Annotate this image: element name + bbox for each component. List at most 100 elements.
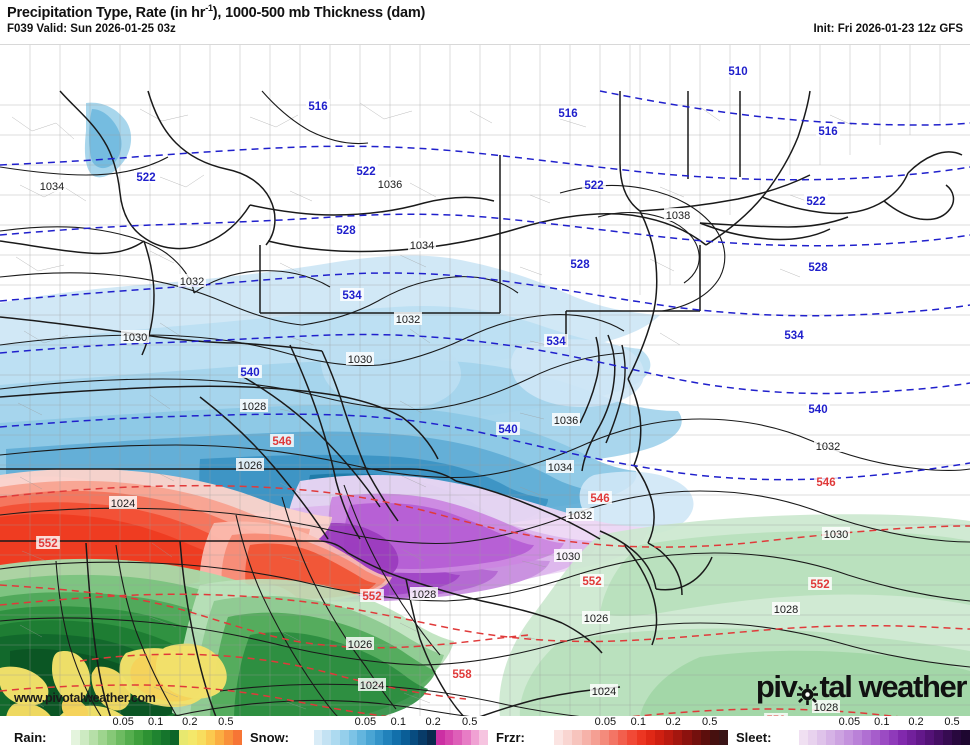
- contour-label-halo: [812, 700, 840, 713]
- legend-group-snow[interactable]: Snow: 0.05 0.1 0.2 0.5: [250, 716, 489, 750]
- legend-swatch: [206, 730, 215, 745]
- legend-swatch: [400, 730, 410, 745]
- legend-swatch: [374, 730, 384, 745]
- legend-swatch: [599, 730, 610, 745]
- watermark-logo: piv: [756, 669, 967, 705]
- contour-label-halo: [582, 611, 610, 624]
- legend-tick: 0.1: [874, 716, 890, 728]
- legend-swatch: [134, 730, 143, 745]
- legend-swatch: [435, 730, 445, 745]
- title-tail: ), 1000-500 mb Thickness (dam): [212, 4, 426, 21]
- contour-label-halo: [340, 288, 364, 301]
- legend-swatch: [188, 730, 197, 745]
- contour-label: 534: [784, 330, 804, 342]
- legend-tick: 0.2: [425, 716, 441, 728]
- legend-ticks-rain: 0.05 0.1 0.2 0.5: [62, 716, 242, 730]
- legend-swatch: [71, 730, 80, 745]
- contour-label: 510: [728, 66, 747, 78]
- map-canvas[interactable]: 510 516 516 516 522 522 522 522 528 528 528 534 534 5…: [0, 44, 970, 717]
- legend-swatch: [590, 730, 600, 745]
- title-main: Precipitation Type, Rate (in hr: [7, 4, 206, 21]
- legend-swatch: [461, 730, 471, 745]
- legend-swatch: [545, 730, 555, 745]
- legend-swatch: [790, 730, 799, 745]
- legend-tick: 0.2: [908, 716, 924, 728]
- legend-swatch: [339, 730, 349, 745]
- contour-label: 534: [546, 336, 566, 348]
- legend-label-frzr: Frzr:: [496, 730, 525, 745]
- contour-label-halo: [354, 164, 378, 177]
- county-lines: [0, 45, 970, 717]
- legend-swatch: [116, 730, 125, 745]
- legend-tick: 0.1: [390, 716, 406, 728]
- legend-group-frzr[interactable]: Frzr: 0.05 0.1 0.2 0.5: [496, 716, 729, 750]
- legend-swatch: [444, 730, 454, 745]
- legend-swatch: [654, 730, 665, 745]
- legend-colorbar-frzr[interactable]: [545, 730, 729, 745]
- contour-label-halo: [822, 527, 850, 540]
- contour-label: 1032: [568, 510, 592, 522]
- legend-group-rain[interactable]: Rain: 0.05 0.1 0.2 0.5: [14, 716, 242, 750]
- contour-label: 1024: [360, 680, 384, 692]
- map-header: Precipitation Type, Rate (in hr-1), 1000…: [0, 0, 970, 44]
- legend-bar: Rain: 0.05 0.1 0.2 0.5 Snow: 0.05 0.1 0.…: [0, 716, 970, 750]
- legend-swatch: [383, 730, 393, 745]
- legend-colorbar-rain[interactable]: [62, 730, 242, 745]
- contour-label: 528: [570, 259, 590, 271]
- legend-swatch: [418, 730, 428, 745]
- contour-label-halo: [566, 508, 594, 521]
- contour-label: 1034: [410, 240, 434, 252]
- legend-swatch: [366, 730, 375, 745]
- contour-label-halo: [580, 574, 604, 587]
- legend-group-sleet[interactable]: Sleet: 0.05 0.1 0.2 0.5: [736, 716, 970, 750]
- contour-label: 552: [810, 579, 829, 591]
- contour-label-halo: [358, 678, 386, 691]
- contour-label: 1032: [816, 441, 840, 453]
- legend-ticks-frzr: 0.05 0.1 0.2 0.5: [545, 716, 728, 730]
- thickness-contours-warm: [0, 484, 970, 717]
- legend-colorbar-snow[interactable]: [305, 730, 489, 745]
- contour-label: 1026: [238, 460, 262, 472]
- watermark-url: www.pivotalweather.com: [14, 691, 156, 705]
- legend-swatch: [844, 730, 853, 745]
- contour-label: 1038: [666, 210, 690, 222]
- legend-tick: 0.5: [218, 716, 234, 728]
- contour-label: 552: [582, 576, 601, 588]
- mslp-contours: [0, 90, 970, 717]
- legend-swatch: [427, 730, 436, 745]
- legend-swatch: [305, 730, 314, 745]
- legend-swatch: [898, 730, 907, 745]
- contour-label-halo: [808, 577, 832, 590]
- contour-label: 1034: [548, 462, 572, 474]
- legend-swatch: [700, 730, 710, 745]
- legend-swatch: [817, 730, 826, 745]
- contour-label: 540: [498, 424, 517, 436]
- legend-colorbar-sleet[interactable]: [790, 730, 970, 745]
- contour-label-halo: [814, 475, 838, 488]
- legend-swatch: [331, 730, 340, 745]
- legend-swatch: [943, 730, 952, 745]
- contour-label-halo: [772, 602, 800, 615]
- contour-label: 546: [590, 493, 609, 505]
- legend-swatch: [691, 730, 701, 745]
- contour-label-halo: [306, 99, 330, 112]
- contour-label: 1028: [412, 589, 436, 601]
- contour-label: 528: [336, 225, 356, 237]
- contour-label-halo: [804, 194, 828, 207]
- legend-swatch: [664, 730, 674, 745]
- legend-swatch: [934, 730, 943, 745]
- contour-label-halo: [764, 713, 788, 717]
- contour-label: 516: [308, 101, 327, 113]
- contour-label-halo: [726, 64, 750, 77]
- precip-shading-layer: [0, 102, 970, 717]
- legend-label-sleet: Sleet:: [736, 730, 772, 745]
- legend-swatch: [916, 730, 925, 745]
- contour-label-halo: [664, 208, 692, 221]
- contour-label-halo: [806, 260, 830, 273]
- contour-label: 1036: [554, 415, 578, 427]
- legend-tick: 0.5: [944, 716, 960, 728]
- legend-tick: 0.05: [112, 716, 134, 728]
- legend-swatch: [673, 730, 683, 745]
- legend-swatch: [907, 730, 916, 745]
- contour-label: 1030: [824, 529, 848, 541]
